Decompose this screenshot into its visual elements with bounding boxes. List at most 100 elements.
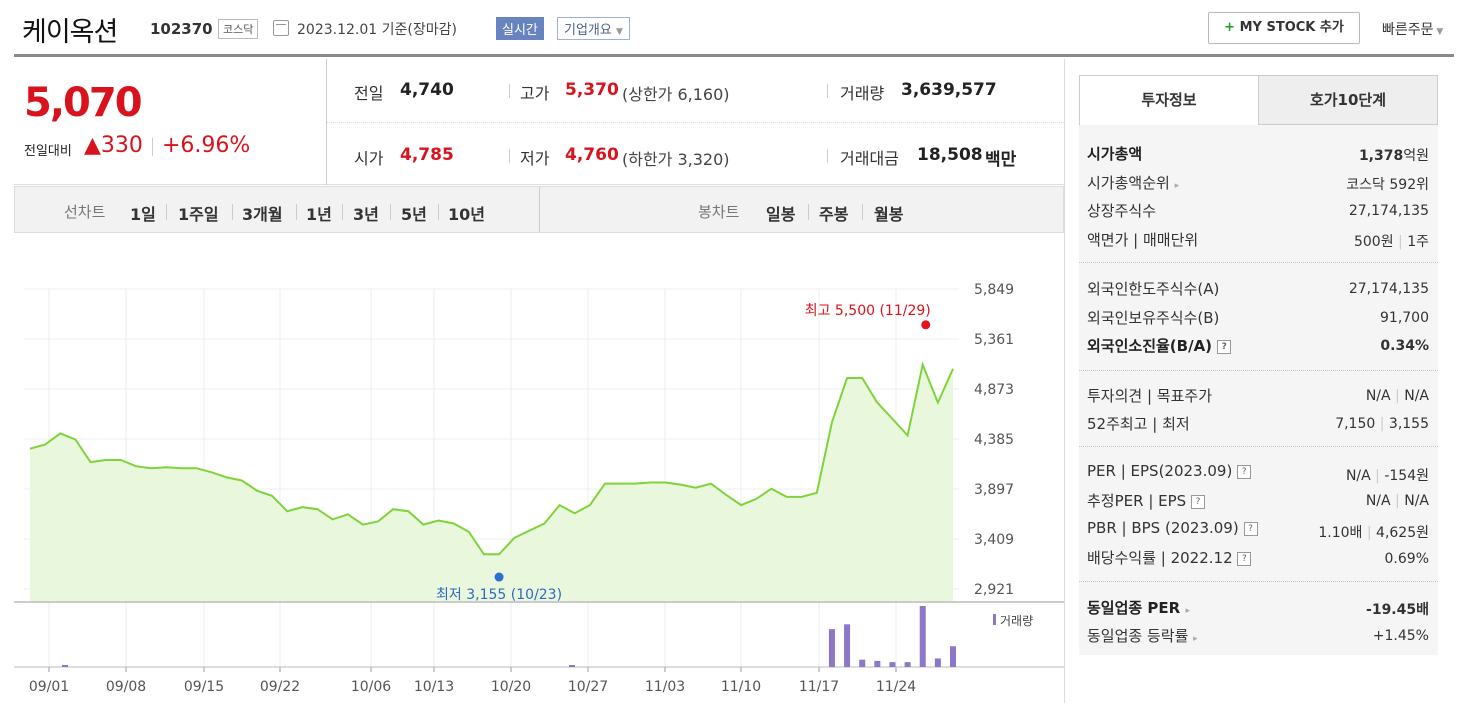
price-chart-svg: 5,849 5,361 4,873 4,385 3,897 3,409 2,921 09/01… xyxy=(14,282,1064,695)
market-badge: 코스닥 xyxy=(218,19,259,39)
sector-change[interactable]: 동일업종 등락률 ▸ xyxy=(1087,625,1198,646)
volume-bar xyxy=(904,662,911,667)
bps-value: 4,625원 xyxy=(1376,525,1429,541)
period-5y[interactable]: 5년 xyxy=(401,205,427,224)
chevron-right-icon: ▸ xyxy=(1185,606,1190,616)
help-icon[interactable]: ? xyxy=(1243,521,1258,536)
help-icon[interactable]: ? xyxy=(1217,339,1232,354)
max-point-marker xyxy=(921,320,931,330)
divider xyxy=(1064,59,1065,703)
y-tick-label: 3,897 xyxy=(974,482,1014,498)
period-10y[interactable]: 10년 xyxy=(448,205,485,224)
help-icon[interactable]: ? xyxy=(1237,551,1252,566)
help-icon[interactable]: ? xyxy=(1237,464,1252,479)
candle-daily[interactable]: 일봉 xyxy=(766,205,796,224)
period-1w[interactable]: 1주일 xyxy=(178,205,219,224)
sector-change-label: 동일업종 등락률 xyxy=(1087,627,1189,645)
tab-order-book[interactable]: 호가10단계 xyxy=(1258,75,1438,125)
foreign-limit-label: 외국인한도주식수(A) xyxy=(1087,280,1220,298)
pbr-values: 1.10배 | 4,625원 xyxy=(1318,525,1429,541)
candle-monthly[interactable]: 월봉 xyxy=(874,205,904,224)
price-change: ▲330 xyxy=(84,133,143,158)
divider xyxy=(1079,262,1438,263)
help-icon[interactable]: ? xyxy=(1190,494,1205,509)
x-tick-label: 10/27 xyxy=(568,679,608,695)
market-cap-rank[interactable]: 시가총액순위 ▸ xyxy=(1087,172,1179,193)
x-tick-label: 11/24 xyxy=(876,679,916,695)
up-arrow-icon: ▲ xyxy=(84,133,101,158)
divider xyxy=(1079,581,1438,582)
divider xyxy=(152,138,153,156)
dividend-label: 배당수익률 | 2022.12 xyxy=(1087,549,1233,567)
eps-value: -154원 xyxy=(1384,468,1429,484)
x-tick-label: 09/08 xyxy=(106,679,146,695)
quick-order-label: 빠른주문 xyxy=(1382,22,1434,38)
invest-info-panel xyxy=(1079,125,1438,655)
est-eps-value: N/A xyxy=(1404,493,1429,509)
divider xyxy=(296,204,297,220)
change-percent: +6.96% xyxy=(162,133,251,158)
company-overview-label: 기업개요 xyxy=(564,23,612,38)
x-tick-label: 10/13 xyxy=(414,679,454,695)
price-summary xyxy=(14,59,1064,185)
chevron-down-icon: ▼ xyxy=(1433,27,1444,37)
low-value: 4,760 xyxy=(565,145,619,165)
volume-bar xyxy=(934,658,941,667)
x-tick-label: 09/15 xyxy=(184,679,224,695)
y-tick-label: 4,873 xyxy=(974,382,1014,398)
x-tick-label: 10/20 xyxy=(491,679,531,695)
divider xyxy=(808,204,809,220)
change-value: 330 xyxy=(100,133,143,158)
foreign-hold-value: 91,700 xyxy=(1380,310,1429,326)
divider xyxy=(166,204,167,220)
volume-bar xyxy=(569,665,575,667)
y-tick-label: 5,849 xyxy=(974,282,1014,298)
my-stock-add-button[interactable]: + MY STOCK 추가 xyxy=(1208,12,1360,44)
foreign-ratio-value: 0.34% xyxy=(1380,338,1429,354)
period-3y[interactable]: 3년 xyxy=(353,205,379,224)
sector-per[interactable]: 동일업종 PER ▸ xyxy=(1087,597,1190,618)
volume-bar xyxy=(950,646,956,667)
per-eps: PER | EPS(2023.09) ? xyxy=(1087,462,1252,480)
volume-bar xyxy=(844,624,851,667)
x-tick-label: 10/06 xyxy=(351,679,391,695)
period-1d[interactable]: 1일 xyxy=(130,205,156,224)
header-divider xyxy=(14,54,1454,57)
candle-weekly[interactable]: 주봉 xyxy=(819,205,849,224)
quick-order-dropdown[interactable]: 빠른주문 ▼ xyxy=(1382,19,1443,39)
min-point-marker xyxy=(494,572,504,582)
period-1y[interactable]: 1년 xyxy=(306,205,332,224)
period-3m[interactable]: 3개월 xyxy=(242,205,283,224)
calendar-icon xyxy=(273,20,289,36)
pbr-bps: PBR | BPS (2023.09) ? xyxy=(1087,519,1258,537)
divider xyxy=(390,204,391,220)
high-label: 고가 xyxy=(520,84,550,103)
opinion-label: 투자의견 | 목표주가 xyxy=(1087,387,1212,405)
listed-shares-value: 27,174,135 xyxy=(1348,203,1429,219)
est-per-label: 추정PER | EPS xyxy=(1087,492,1187,510)
price-area xyxy=(30,364,953,601)
y-tick-label: 4,385 xyxy=(974,432,1014,448)
realtime-button[interactable]: 실시간 xyxy=(496,17,544,40)
amount-value: 18,508 xyxy=(917,145,983,165)
price-chart[interactable]: 5,849 5,361 4,873 4,385 3,897 3,409 2,921 09/01… xyxy=(14,234,1064,703)
divider xyxy=(539,187,540,232)
tab-invest-info[interactable]: 투자정보 xyxy=(1079,75,1259,125)
listed-shares-label: 상장주식수 xyxy=(1087,202,1157,220)
divider xyxy=(827,84,828,98)
max-annotation: 최고 5,500 (11/29) xyxy=(805,303,931,319)
company-overview-dropdown[interactable]: 기업개요 ▼ xyxy=(557,17,630,40)
divider xyxy=(232,204,233,220)
market-cap: 1,378억원 xyxy=(1359,145,1429,165)
w52-low-value: 3,155 xyxy=(1388,416,1429,432)
chevron-right-icon: ▸ xyxy=(1193,634,1198,644)
prev-close-value: 4,740 xyxy=(400,80,454,100)
divider xyxy=(509,84,510,98)
divider xyxy=(509,149,510,163)
market-cap-rank-label: 시가총액순위 xyxy=(1087,174,1170,192)
par-value-label: 액면가 | 매매단위 xyxy=(1087,231,1199,249)
divider xyxy=(1079,370,1438,371)
est-per-values: N/A | N/A xyxy=(1365,493,1429,509)
plus-icon: + xyxy=(1224,20,1236,35)
dividend-value: 0.69% xyxy=(1384,551,1429,567)
